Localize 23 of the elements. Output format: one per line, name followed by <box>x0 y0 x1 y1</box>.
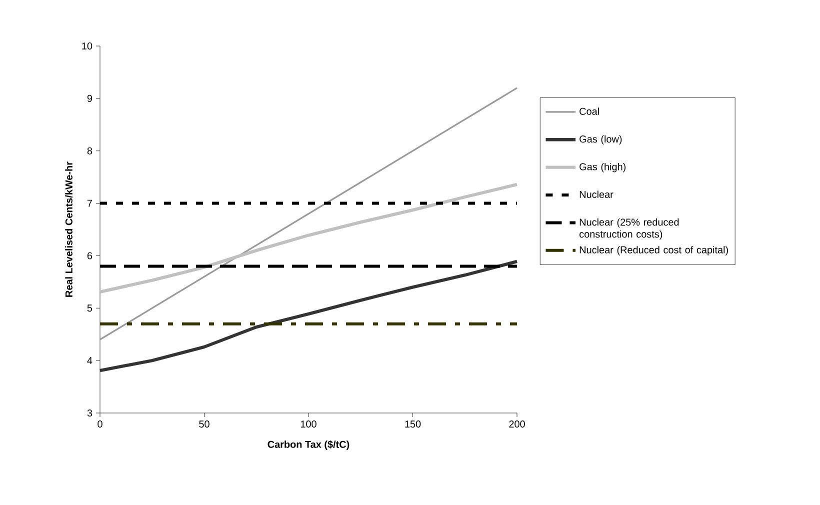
y-tick-label: 9 <box>87 94 92 102</box>
x-tick-label: 50 <box>199 420 210 428</box>
x-tick-label: 0 <box>98 420 102 428</box>
legend-label: Nuclear (Reduced cost of capital) <box>580 246 728 256</box>
legend-label: Nuclear (25% reduced construction costs) <box>580 218 679 240</box>
y-tick-label: 6 <box>87 252 92 260</box>
legend-label: Gas (high) <box>580 162 626 172</box>
legend-label: Coal <box>580 108 599 115</box>
y-axis-title: Real Levelised Cents/kWe-hr <box>65 162 73 297</box>
y-tick-label: 7 <box>87 200 92 207</box>
legend-label: Gas (low) <box>580 135 622 145</box>
line-series <box>98 260 519 372</box>
x-tick-label: 200 <box>509 420 525 428</box>
x-tick-label: 100 <box>300 420 316 428</box>
line-series <box>98 182 519 294</box>
x-axis-title: Carbon Tax ($/tC) <box>268 440 350 450</box>
y-tick-label: 8 <box>87 147 92 154</box>
y-tick-label: 10 <box>82 42 92 50</box>
y-tick-label: 5 <box>87 304 92 312</box>
x-tick-label: 150 <box>405 420 421 428</box>
legend-label: Nuclear <box>580 190 614 198</box>
y-tick-label: 3 <box>87 409 92 417</box>
y-tick-label: 4 <box>87 357 92 364</box>
